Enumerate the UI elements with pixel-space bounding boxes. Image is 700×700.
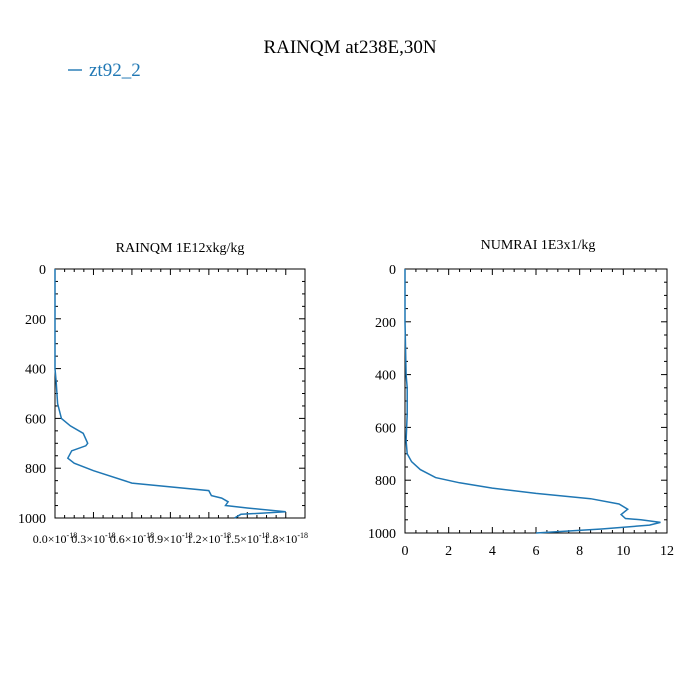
panel-numrai: NUMRAI 1E3x1/kg 0 200 400 600 800 1000 0 2 4 6 8 10 1… (368, 238, 674, 559)
x-tick-label: 12 (660, 544, 674, 559)
figure-title: RAINQM at238E,30N (263, 37, 436, 58)
y-tick-label: 1000 (368, 527, 396, 542)
x-tick-exponent: -18 (220, 531, 231, 540)
panel-title: NUMRAI 1E3x1/kg (481, 238, 596, 253)
x-tick-label: 0.0×10-18 (33, 531, 77, 546)
x-tick-label: 2 (445, 544, 452, 559)
x-tick-exponent: -18 (297, 531, 308, 540)
panel-title: RAINQM 1E12xkg/kg (116, 241, 245, 256)
panel-rainqm: RAINQM 1E12xkg/kg 0 200 400 600 800 1000 0.0×10… (18, 241, 308, 546)
x-tick-mantissa: 1.8×10 (264, 532, 298, 546)
x-tick-mantissa: 0.3×10 (71, 532, 105, 546)
y-tick-label: 1000 (18, 512, 46, 527)
x-tick-exponent: -18 (143, 531, 154, 540)
series-line (54, 269, 286, 519)
x-tick-label: 10 (616, 544, 630, 559)
y-tick-label: 400 (25, 363, 46, 378)
x-tick-label: 0.9×10-18 (148, 531, 192, 546)
x-tick-mantissa: 1.5×10 (225, 532, 259, 546)
y-tick-label: 600 (25, 412, 46, 427)
x-tick-exponent: -18 (105, 531, 116, 540)
x-tick-exponent: -18 (259, 531, 270, 540)
x-tick-label: 1.2×10-18 (187, 531, 231, 546)
x-tick-label: 4 (489, 544, 496, 559)
y-tick-label: 600 (375, 421, 396, 436)
x-tick-label: 0.3×10-18 (71, 531, 115, 546)
series-line (404, 269, 661, 534)
x-tick-label: 1.8×10-18 (264, 531, 308, 546)
x-tick-exponent: -18 (67, 531, 78, 540)
x-tick-mantissa: 0.0×10 (33, 532, 67, 546)
y-tick-label: 0 (389, 263, 396, 278)
x-tick-label: 8 (576, 544, 583, 559)
x-tick-mantissa: 0.9×10 (148, 532, 182, 546)
y-tick-label: 200 (375, 316, 396, 331)
x-tick-mantissa: 1.2×10 (187, 532, 221, 546)
x-tick-exponent: -18 (182, 531, 193, 540)
x-tick-mantissa: 0.6×10 (110, 532, 144, 546)
x-tick-label: 6 (533, 544, 540, 559)
legend-label: zt92_2 (89, 60, 141, 81)
x-tick-label: 0 (402, 544, 409, 559)
x-tick-label: 1.5×10-18 (225, 531, 269, 546)
x-tick-label: 0.6×10-18 (110, 531, 154, 546)
y-tick-label: 800 (25, 462, 46, 477)
y-tick-label: 400 (375, 369, 396, 384)
plot-frame (54, 268, 306, 519)
y-tick-label: 0 (39, 263, 46, 278)
legend: zt92_2 (68, 60, 141, 81)
y-tick-label: 800 (375, 474, 396, 489)
y-tick-label: 200 (25, 313, 46, 328)
